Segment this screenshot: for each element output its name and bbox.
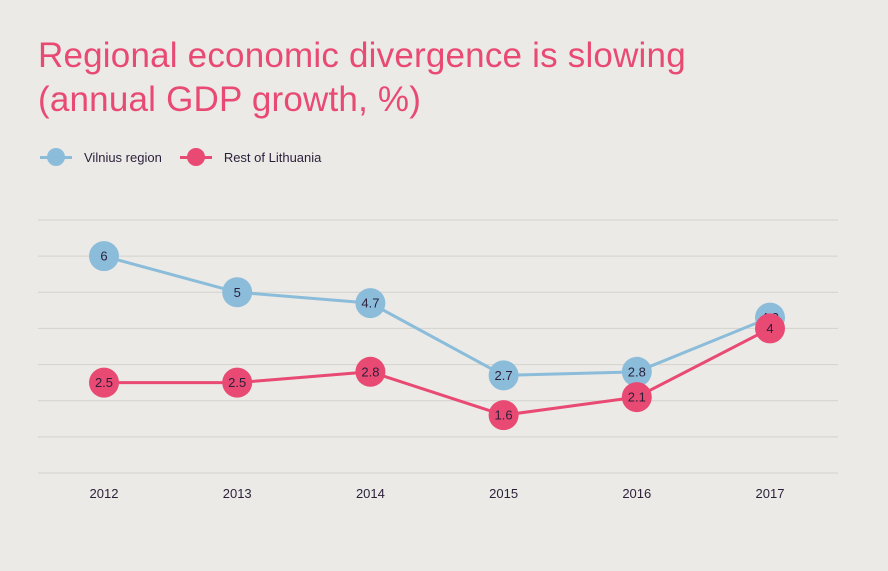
chart-title-line-1: Regional economic divergence is slowing [38, 36, 686, 75]
data-point-rest [222, 367, 253, 398]
data-label-vilnius: 2.8 [628, 364, 646, 379]
x-tick-labels: 2012 2013 2014 2015 2016 2017 [90, 486, 785, 501]
data-point-vilnius [355, 288, 386, 319]
chart-title: Regional economic divergence is slowing … [38, 34, 686, 122]
data-point-rest [89, 367, 119, 398]
series-line-vilnius [103, 254, 771, 377]
data-label-rest: 2.5 [228, 375, 246, 390]
data-point-rest [621, 382, 652, 413]
data-label-rest: 2.1 [628, 390, 646, 405]
legend-dot-vilnius [47, 148, 65, 166]
x-tick-label: 2017 [756, 486, 785, 501]
legend-dot-rest [186, 148, 205, 166]
data-label-vilnius: 5 [234, 285, 241, 300]
series-lines [103, 254, 771, 417]
x-tick-label: 2015 [489, 486, 518, 501]
data-label-vilnius: 2.7 [495, 368, 513, 383]
legend: Vilnius region Rest of Lithuania [40, 146, 339, 168]
legend-marker-rest-icon [179, 146, 212, 168]
x-tick-label: 2013 [223, 486, 252, 501]
data-label-rest: 4 [766, 321, 773, 336]
data-point-rest [755, 313, 785, 344]
data-point-vilnius [89, 241, 119, 272]
data-point-vilnius [621, 356, 652, 387]
x-tick-label: 2012 [90, 486, 119, 501]
data-label-rest: 1.6 [495, 408, 513, 423]
grid-lines [38, 219, 838, 474]
data-label-vilnius: 6 [100, 249, 107, 264]
legend-item-rest: Rest of Lithuania [179, 146, 322, 168]
chart-title-line-2: (annual GDP growth, %) [38, 80, 422, 119]
data-label-rest: 2.5 [95, 375, 113, 390]
x-tick-label: 2016 [622, 486, 651, 501]
series-points: 654.72.72.84.32.52.52.81.62.14 [89, 241, 785, 431]
legend-label-vilnius: Vilnius region [84, 149, 162, 165]
legend-label-rest: Rest of Lithuania [223, 149, 322, 165]
data-label-vilnius: 4.7 [361, 296, 379, 311]
data-point-vilnius [488, 360, 519, 391]
legend-marker-vilnius-icon [40, 146, 72, 168]
data-point-rest [488, 400, 519, 431]
x-tick-label: 2014 [356, 486, 385, 501]
data-point-vilnius [222, 277, 253, 308]
series-line-rest [104, 327, 771, 417]
legend-item-vilnius: Vilnius region [40, 146, 162, 168]
data-label-rest: 2.8 [361, 364, 379, 379]
data-point-rest [355, 356, 386, 387]
